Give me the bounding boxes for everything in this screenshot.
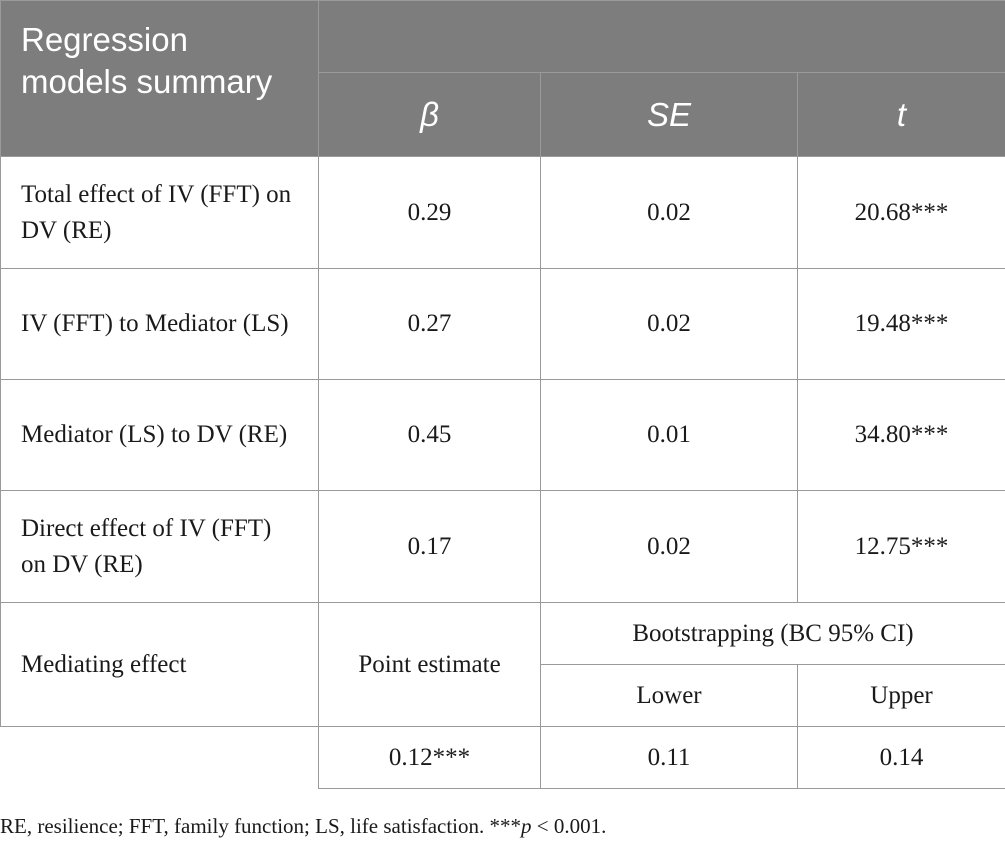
t-cell: 34.80***	[796, 379, 1005, 491]
footnote-p-symbol: p	[521, 814, 532, 838]
table-row: IV (FFT) to Mediator (LS) 0.27 0.02 19.4…	[0, 268, 1005, 380]
header-spacer	[317, 0, 1005, 73]
mediating-row-bounds: Lower Upper	[1, 664, 1005, 727]
table-footnote: RE, resilience; FFT, family function; LS…	[0, 812, 606, 840]
lower-label: Lower	[540, 664, 798, 727]
se-cell: 0.02	[540, 268, 798, 380]
mediating-row-top: Mediating effect Point estimate Bootstra…	[0, 602, 1005, 727]
point-estimate-label: Point estimate	[318, 602, 541, 727]
regression-table: Regression models summary β SE t Total e…	[0, 0, 1005, 789]
beta-cell: 0.27	[318, 268, 541, 380]
t-cell: 19.48***	[796, 268, 1005, 380]
table-row: Direct effect of IV (FFT) on DV (RE) 0.1…	[0, 490, 1005, 603]
mediating-effect-label: Mediating effect	[0, 602, 319, 727]
table-row: Mediator (LS) to DV (RE) 0.45 0.01 34.80…	[0, 379, 1005, 491]
mediating-row-values: 0.12*** 0.11 0.14	[0, 726, 1005, 789]
header-row-top: Regression models summary	[0, 0, 1005, 157]
row-label: Total effect of IV (FFT) on DV (RE)	[0, 156, 319, 269]
lower-value: 0.11	[540, 726, 798, 789]
upper-value: 0.14	[796, 726, 1005, 789]
row-label: Direct effect of IV (FFT) on DV (RE)	[0, 490, 319, 603]
header-title: Regression models summary	[0, 0, 319, 157]
t-cell: 20.68***	[796, 156, 1005, 269]
beta-cell: 0.45	[318, 379, 541, 491]
table-row: Total effect of IV (FFT) on DV (RE) 0.29…	[0, 156, 1005, 269]
beta-cell: 0.29	[318, 156, 541, 269]
footnote-p-rest: < 0.001.	[531, 814, 607, 838]
header-t: t	[796, 72, 1005, 157]
row-label: IV (FFT) to Mediator (LS)	[0, 268, 319, 380]
upper-label: Upper	[796, 664, 1005, 727]
row-label: Mediator (LS) to DV (RE)	[0, 379, 319, 491]
se-cell: 0.02	[540, 490, 798, 603]
se-cell: 0.01	[540, 379, 798, 491]
empty-cell	[0, 726, 319, 789]
se-cell: 0.02	[540, 156, 798, 269]
header-se: SE	[540, 72, 798, 157]
t-cell: 12.75***	[796, 490, 1005, 603]
bootstrapping-label: Bootstrapping (BC 95% CI)	[539, 602, 1005, 665]
footnote-text: RE, resilience; FFT, family function; LS…	[0, 814, 522, 838]
header-beta: β	[318, 72, 541, 157]
beta-cell: 0.17	[318, 490, 541, 603]
point-estimate-value: 0.12***	[318, 726, 541, 789]
